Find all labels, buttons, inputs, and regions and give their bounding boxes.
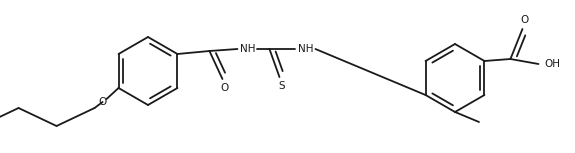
Text: O: O	[520, 15, 528, 25]
Text: OH: OH	[545, 59, 561, 69]
Text: O: O	[220, 83, 229, 93]
Text: S: S	[278, 81, 285, 91]
Text: NH: NH	[240, 44, 255, 54]
Text: NH: NH	[298, 44, 313, 54]
Text: O: O	[98, 97, 107, 107]
